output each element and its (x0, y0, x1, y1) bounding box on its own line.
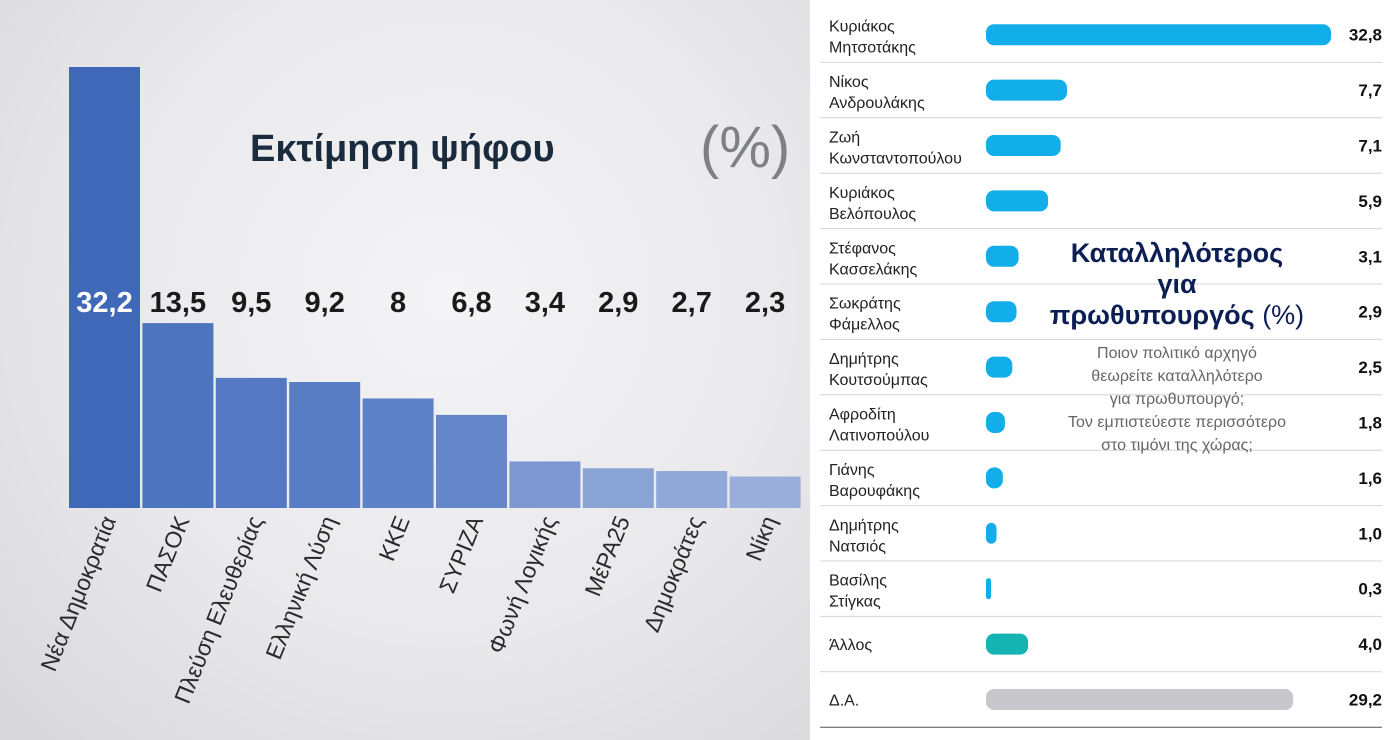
pm-value-9: 1,0 (1358, 524, 1382, 543)
vote-category-label-4: ΚΚΕ (373, 512, 414, 564)
pm-name-first-2: Ζωή (829, 130, 860, 147)
vote-value-label-7: 2,9 (598, 287, 638, 319)
vote-value-label-0: 32,2 (76, 287, 132, 319)
vote-bar-9 (729, 476, 801, 508)
pm-name-last-0: Μητσοτάκης (829, 40, 916, 57)
vote-value-label-6: 3,4 (525, 287, 565, 319)
vote-estimate-panel: 32,2 Νέα Δημοκρατία 13,5 ΠΑΣΟΚ 9,5 Πλεύση Ελε… (0, 0, 810, 740)
vote-bar-6 (509, 461, 581, 508)
pm-name-last-1: Ανδρουλάκης (829, 95, 925, 112)
vote-category-label-9: Νίκη (740, 512, 781, 564)
pm-value-2: 7,1 (1358, 137, 1382, 156)
pm-bar-9 (986, 522, 997, 544)
pm-name-first-10: Βασίλης (829, 573, 887, 590)
pm-title-line-1: Καταλληλότερος (1070, 238, 1284, 268)
pm-title-line-3-text: πρωθυπουργός (1049, 300, 1255, 330)
pm-value-6: 2,5 (1358, 358, 1382, 377)
pm-bar-6 (986, 356, 1013, 378)
pm-bar-4 (986, 245, 1019, 267)
pm-bar-3 (986, 190, 1049, 212)
vote-estimate-unit: (%) (700, 115, 791, 180)
vote-value-label-1: 13,5 (150, 287, 206, 319)
pm-value-12: 29,2 (1349, 691, 1382, 710)
pm-preference-chart: Κυριάκος Μητσοτάκης 32,8 Νίκος Ανδρουλάκης 7,… (820, 19, 1382, 728)
pm-name-last-4: Κασσελάκης (829, 261, 918, 278)
vote-category-label-6: Φωνή Λογικής (483, 512, 562, 657)
vote-category-label-5: ΣΥΡΙΖΑ (434, 512, 489, 597)
pm-name-last-7: Λατινοπούλου (829, 428, 929, 445)
pm-name-first-3: Κυριάκος (829, 185, 895, 202)
pm-value-5: 2,9 (1358, 303, 1382, 322)
pm-bar-2 (986, 135, 1061, 156)
pm-bar-0 (986, 24, 1331, 46)
pm-bar-5 (986, 301, 1017, 323)
pm-title-unit: (%) (1262, 300, 1305, 330)
pm-preference-subtitle: Ποιον πολιτικό αρχηγό θεωρείτε καταλληλό… (1032, 342, 1322, 457)
pm-subtitle-line-2: θεωρείτε καταλληλότερο (1091, 368, 1263, 385)
pm-subtitle-line-3: για πρωθυπουργό; (1109, 391, 1245, 408)
pm-name-last-3: Βελόπουλος (829, 206, 916, 223)
pm-value-8: 1,6 (1358, 469, 1382, 488)
pm-bar-10 (986, 578, 991, 600)
pm-bar-7 (986, 412, 1005, 433)
pm-value-4: 3,1 (1358, 247, 1382, 266)
pm-bar-1 (986, 79, 1067, 101)
pm-title-line-3: πρωθυπουργός (%) (1032, 300, 1322, 331)
pm-subtitle-line-1: Ποιον πολιτικό αρχηγό (1097, 345, 1257, 362)
pm-name-last-10: Στίγκας (829, 594, 881, 611)
pm-name-first-7: Αφροδίτη (829, 407, 896, 424)
pm-subtitle-line-4: Τον εμπιστεύεστε περισσότερο (1068, 414, 1286, 431)
vote-category-label-0: Νέα Δημοκρατία (35, 512, 121, 675)
pm-subtitle-line-5: στο τιμόνι της χώρας; (1101, 437, 1253, 454)
vote-value-label-5: 6,8 (451, 287, 491, 319)
pm-bar-11 (986, 633, 1029, 655)
pm-value-0: 32,8 (1349, 26, 1382, 45)
pm-name-first-1: Νίκος (829, 74, 869, 91)
pm-name-first-8: Γιάνης (829, 462, 875, 479)
vote-bar-1 (142, 323, 214, 508)
pm-title-line-2: για (1157, 269, 1197, 299)
pm-name-last-8: Βαρουφάκης (829, 483, 920, 500)
pm-name-first-9: Δημήτρης (829, 517, 899, 534)
vote-value-label-8: 2,7 (672, 287, 712, 319)
vote-category-label-7: ΜέΡΑ25 (579, 512, 635, 600)
vote-value-label-2: 9,5 (231, 287, 271, 319)
pm-value-7: 1,8 (1358, 414, 1382, 433)
pm-bar-12 (986, 689, 1294, 710)
pm-value-11: 4,0 (1358, 635, 1382, 654)
pm-name-last-2: Κωνσταντοπούλου (829, 151, 962, 168)
pm-value-1: 7,7 (1358, 81, 1382, 100)
vote-bar-3 (289, 382, 361, 508)
pm-value-10: 0,3 (1358, 580, 1382, 599)
pm-preference-panel: Κυριάκος Μητσοτάκης 32,8 Νίκος Ανδρουλάκης 7,… (810, 0, 1400, 740)
pm-value-3: 5,9 (1358, 192, 1382, 211)
pm-name-first-0: Κυριάκος (829, 19, 895, 36)
vote-category-label-8: Δημοκράτες (638, 512, 708, 635)
pm-name-12: Δ.Α. (829, 693, 859, 710)
pm-name-last-5: Φάμελλος (829, 317, 900, 334)
vote-estimate-title: Εκτίμηση ψήφου (250, 128, 555, 170)
vote-bar-5 (436, 414, 507, 508)
pm-name-first-5: Σωκράτης (829, 296, 901, 313)
pm-bar-8 (986, 467, 1003, 489)
pm-name-last-6: Κουτσούμπας (829, 372, 928, 389)
pm-name-first-6: Δημήτρης (829, 351, 899, 368)
pm-name-first-4: Στέφανος (829, 240, 896, 257)
vote-value-label-4: 8 (390, 287, 406, 319)
pm-preference-title: Καταλληλότερος για πρωθυπουργός (%) (1032, 238, 1322, 331)
pm-name-11: Άλλος (829, 637, 872, 654)
vote-bar-2 (215, 377, 287, 508)
pm-name-last-9: Νατσιός (829, 538, 886, 555)
vote-value-label-9: 2,3 (745, 287, 785, 319)
vote-bar-7 (582, 468, 654, 508)
vote-category-label-3: Ελληνική Λύση (260, 512, 341, 663)
vote-bar-0 (69, 67, 140, 508)
vote-category-label-1: ΠΑΣΟΚ (141, 512, 195, 596)
vote-value-label-3: 9,2 (305, 287, 345, 319)
vote-bar-4 (362, 398, 434, 508)
vote-bar-8 (656, 471, 728, 508)
